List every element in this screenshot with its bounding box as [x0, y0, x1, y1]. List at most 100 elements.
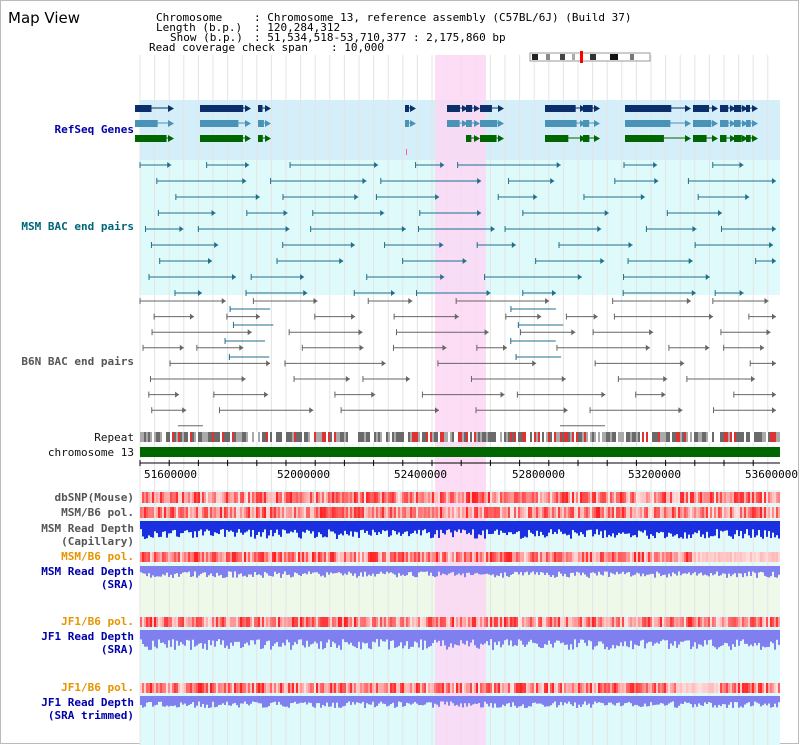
repeat-block [204, 432, 206, 442]
track-label-jf1-depth-sra-2[interactable]: (SRA) [100, 643, 134, 656]
msm-depth-sra-bar [512, 566, 514, 574]
msm-depth-capillary-bar [406, 521, 408, 532]
repeat-block [348, 432, 350, 442]
repeat-block [736, 432, 738, 442]
msm-depth-capillary-bar [538, 521, 540, 537]
msm-b6-pol-cell [594, 507, 596, 518]
jf1-b6-pol-cell [238, 617, 240, 627]
track-label-msm-depth-sra-2[interactable]: (SRA) [100, 578, 134, 591]
msm-b6-pol-cell [482, 507, 484, 518]
dbsnp-cell [622, 492, 624, 503]
jf1-depth-sra-bar [172, 630, 174, 640]
jf1-b6-pol-2-cell [726, 683, 728, 693]
msm-depth-sra-bar [498, 566, 500, 577]
dbsnp-cell [466, 492, 468, 503]
msm-b6-pol-cell [642, 507, 644, 518]
jf1-b6-pol-2-cell [534, 683, 536, 693]
msm-depth-capillary-bar [638, 521, 640, 531]
track-label-msm-depth-cap-1[interactable]: MSM Read Depth [41, 522, 134, 535]
jf1-b6-pol-cell [768, 617, 770, 627]
msm-depth-sra-bar [142, 566, 144, 574]
jf1-depth-trim-bar [684, 696, 686, 702]
jf1-b6-pol-2-cell [352, 683, 354, 693]
axis-tick-label: 52800000 [512, 468, 565, 481]
dbsnp-cell [302, 492, 304, 503]
msm-b6-pol-cell [726, 507, 728, 518]
msm-b6-pol-2-cell [672, 552, 674, 562]
jf1-depth-trim-bar [264, 696, 266, 708]
jf1-b6-pol-2-cell [650, 683, 652, 693]
track-label-msm-bac[interactable]: MSM BAC end pairs [21, 220, 134, 233]
msm-depth-sra-bar [618, 566, 620, 575]
jf1-b6-pol-2-cell [450, 683, 452, 693]
msm-b6-pol-2-cell [536, 552, 538, 562]
jf1-b6-pol-cell [742, 617, 744, 627]
track-label-msm-b6-pol-2[interactable]: MSM/B6 pol. [61, 550, 134, 563]
track-label-jf1-depth-trim-1[interactable]: JF1 Read Depth [41, 696, 134, 709]
dbsnp-cell [184, 492, 186, 503]
dbsnp-cell [690, 492, 692, 503]
repeat-block [432, 432, 434, 442]
track-label-msm-b6-pol[interactable]: MSM/B6 pol. [61, 506, 134, 519]
b6n-bac-pair-arrow [484, 329, 489, 336]
msm-depth-capillary-bar [660, 521, 662, 532]
msm-depth-capillary-bar [320, 521, 322, 535]
repeat-block [374, 432, 376, 442]
msm-b6-pol-2-cell [500, 552, 502, 562]
jf1-b6-pol-cell [456, 617, 458, 627]
msm-depth-sra-bar [738, 566, 740, 574]
jf1-b6-pol-cell [774, 617, 776, 627]
msm-depth-sra-bar [140, 566, 142, 573]
jf1-depth-sra-bar [226, 630, 228, 646]
jf1-b6-pol-2-cell [196, 683, 198, 693]
jf1-b6-pol-cell [760, 617, 762, 627]
msm-depth-capillary-bar [596, 521, 598, 530]
repeat-block [212, 432, 214, 442]
msm-b6-pol-cell [328, 507, 330, 518]
jf1-b6-pol-2-cell [696, 683, 698, 693]
repeat-block [594, 432, 596, 442]
msm-depth-capillary-bar [312, 521, 314, 532]
track-label-jf1-b6-pol-2[interactable]: JF1/B6 pol. [61, 681, 134, 694]
track-label-jf1-depth-trim-2[interactable]: (SRA trimmed) [47, 709, 134, 722]
msm-b6-pol-2-cell [200, 552, 202, 562]
dbsnp-cell [420, 492, 422, 503]
jf1-depth-sra-bar [432, 630, 434, 644]
msm-depth-capillary-bar [220, 521, 222, 530]
jf1-depth-sra-bar [306, 630, 308, 641]
ideogram-band [532, 54, 538, 60]
track-label-refseq[interactable]: RefSeq Genes [54, 123, 134, 136]
dbsnp-cell [258, 492, 260, 503]
jf1-depth-sra-bar [586, 630, 588, 646]
msm-depth-sra-bar [694, 566, 696, 573]
track-label-jf1-depth-sra-1[interactable]: JF1 Read Depth [41, 630, 134, 643]
dbsnp-cell [738, 492, 740, 503]
msm-depth-sra-bar [144, 566, 146, 574]
jf1-b6-pol-2-cell [426, 683, 428, 693]
track-label-msm-depth-sra-1[interactable]: MSM Read Depth [41, 565, 134, 578]
gene-strand-arrow [685, 135, 691, 142]
track-label-b6n-bac[interactable]: B6N BAC end pairs [21, 355, 134, 368]
jf1-b6-pol-cell [298, 617, 300, 627]
jf1-depth-sra-bar [492, 630, 494, 650]
track-label-msm-depth-cap-2[interactable]: (Capillary) [61, 535, 134, 548]
track-label-jf1-b6-pol[interactable]: JF1/B6 pol. [61, 615, 134, 628]
track-label-dbsnp[interactable]: dbSNP(Mouse) [54, 491, 134, 504]
msm-b6-pol-cell [372, 507, 374, 518]
jf1-depth-sra-bar [324, 630, 326, 649]
msm-b6-pol-2-cell [558, 552, 560, 562]
jf1-depth-sra-bar [376, 630, 378, 640]
msm-b6-pol-2-cell [510, 552, 512, 562]
jf1-depth-sra-bar [194, 630, 196, 647]
msm-b6-pol-cell [620, 507, 622, 518]
jf1-b6-pol-2-cell [626, 683, 628, 693]
msm-depth-capillary-bar [318, 521, 320, 533]
msm-b6-pol-2-cell [372, 552, 374, 562]
jf1-b6-pol-2-cell [578, 683, 580, 693]
jf1-depth-trim-bar [614, 696, 616, 706]
jf1-depth-sra-bar [594, 630, 596, 647]
msm-depth-capillary-bar [666, 521, 668, 537]
msm-depth-capillary-bar [600, 521, 602, 532]
msm-depth-capillary-bar [756, 521, 758, 536]
